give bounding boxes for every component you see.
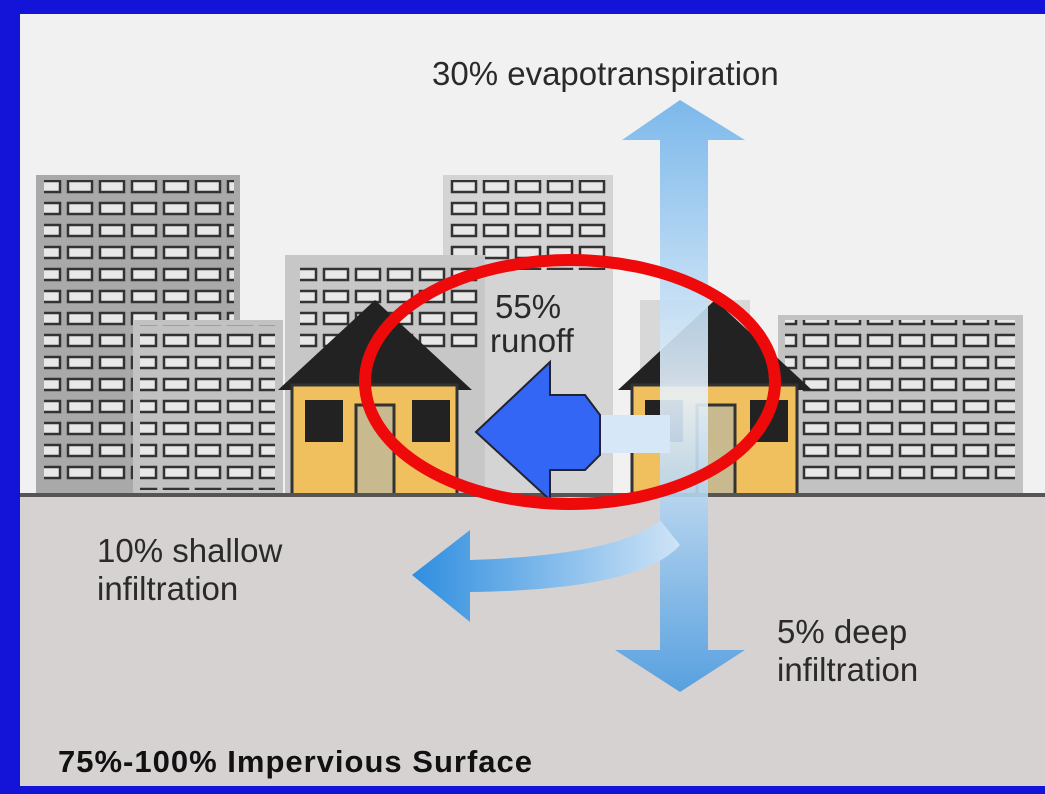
evapotranspiration-label: 30% evapotranspiration bbox=[432, 55, 779, 92]
deep-label: 5% deep bbox=[777, 613, 907, 650]
runoff-tail bbox=[590, 415, 670, 453]
runoff-label: runoff bbox=[490, 322, 575, 359]
runoff-label: 55% bbox=[495, 288, 561, 325]
diagram: 30% evapotranspiration 55% runoff 10% sh… bbox=[0, 0, 1045, 794]
shallow-label: 10% shallow bbox=[97, 532, 282, 569]
page: 30% evapotranspiration 55% runoff 10% sh… bbox=[0, 0, 1045, 794]
shallow-label: infiltration bbox=[97, 570, 238, 607]
deep-label: infiltration bbox=[777, 651, 918, 688]
surface-title: 75%-100% Impervious Surface bbox=[58, 744, 533, 779]
